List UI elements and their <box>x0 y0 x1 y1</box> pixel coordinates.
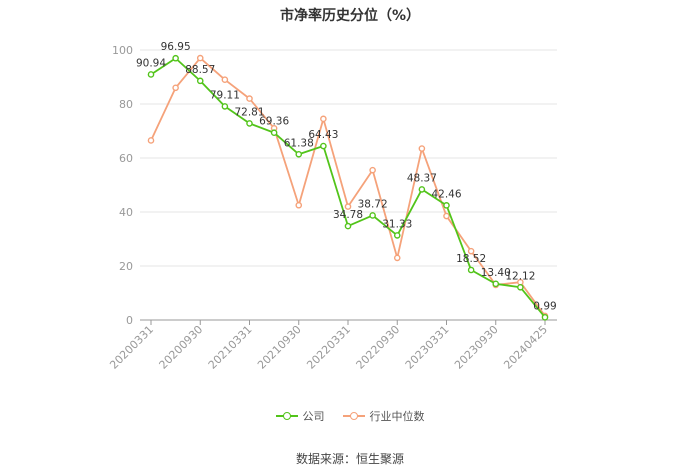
data-point <box>221 103 229 110</box>
y-tick-label: 0 <box>126 314 133 327</box>
data-point <box>418 186 426 193</box>
x-tick-label: 20210930 <box>255 323 304 372</box>
y-tick-label: 20 <box>119 260 133 273</box>
data-point <box>443 202 450 209</box>
data-label: 88.57 <box>185 64 215 76</box>
x-tick-label: 20230331 <box>403 323 452 372</box>
data-point <box>369 212 376 219</box>
y-tick-label: 40 <box>119 206 133 219</box>
data-point <box>541 314 549 321</box>
data-point <box>467 247 475 255</box>
data-point <box>393 232 401 239</box>
data-label: 69.36 <box>259 116 289 128</box>
legend-swatch <box>275 411 298 421</box>
data-point <box>246 120 253 127</box>
y-tick-label: 100 <box>112 44 133 57</box>
series-lines <box>147 54 549 321</box>
x-tick-label: 20220331 <box>304 323 353 372</box>
legend-label: 公司 <box>302 410 325 423</box>
data-label: 48.37 <box>407 172 437 184</box>
data-point <box>196 77 204 85</box>
data-point <box>369 166 376 174</box>
legend-item-0[interactable]: 公司 <box>275 408 325 424</box>
x-tick-label: 20210331 <box>206 323 255 372</box>
legend-item-1[interactable]: 行业中位数 <box>342 408 425 424</box>
source-note: 数据来源：恒生聚源 <box>295 452 404 466</box>
data-label: 38.72 <box>358 198 388 210</box>
data-point <box>147 71 155 78</box>
y-tick-label: 80 <box>119 98 133 111</box>
data-point <box>320 142 327 150</box>
data-point <box>418 145 426 152</box>
data-point <box>196 54 204 62</box>
data-label: 42.46 <box>431 188 461 200</box>
y-tick-label: 60 <box>119 152 133 165</box>
data-label: 79.11 <box>210 89 240 101</box>
data-point <box>344 203 352 210</box>
data-label: 61.38 <box>284 137 314 149</box>
data-label: 0.99 <box>533 300 556 312</box>
data-label: 12.12 <box>505 270 535 282</box>
data-point <box>467 266 475 274</box>
data-point <box>443 212 450 220</box>
data-label: 34.78 <box>333 209 363 221</box>
data-label: 64.43 <box>308 129 338 141</box>
data-label: 31.33 <box>382 218 412 230</box>
legend-label: 行业中位数 <box>369 410 425 423</box>
chart-title: 市净率历史分位（%） <box>279 8 421 24</box>
data-label: 13.40 <box>481 267 511 279</box>
legend: 公司 行业中位数 <box>0 408 700 424</box>
grid-lines <box>140 49 557 267</box>
data-label: 96.95 <box>161 41 191 53</box>
data-label: 72.81 <box>234 106 264 118</box>
legend-swatch <box>342 411 365 421</box>
data-label: 18.52 <box>456 253 486 265</box>
data-point <box>172 54 179 62</box>
data-point <box>295 201 303 209</box>
data-point <box>517 283 524 291</box>
x-tick-label: 20200930 <box>157 323 206 372</box>
data-point <box>492 280 500 288</box>
data-point <box>344 222 352 230</box>
axes: 0 20 40 60 80 100 20200331 20200930 20210331 2021… <box>107 44 557 372</box>
data-point <box>147 137 155 144</box>
data-point <box>393 254 401 262</box>
data-point <box>246 95 253 102</box>
x-tick-label: 20240425 <box>501 323 550 372</box>
data-label: 90.94 <box>136 57 166 69</box>
x-tick-label: 20220930 <box>354 323 403 372</box>
data-point <box>295 150 303 158</box>
data-point <box>320 115 327 123</box>
x-tick-label: 20230930 <box>452 323 501 372</box>
data-point <box>270 129 278 137</box>
x-tick-label: 20200331 <box>107 323 156 372</box>
data-point <box>221 76 229 83</box>
data-point <box>172 84 179 92</box>
